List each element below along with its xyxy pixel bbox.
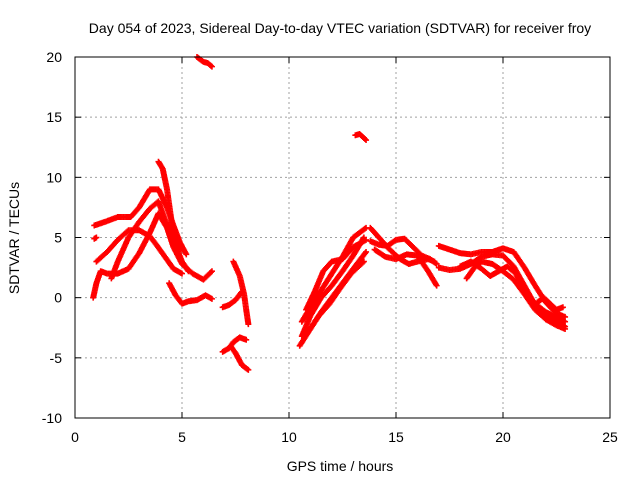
series-track-l xyxy=(228,344,252,373)
series-track-y xyxy=(463,258,569,332)
x-tick-label: 25 xyxy=(602,429,618,445)
data-point xyxy=(179,246,185,253)
data-point xyxy=(178,245,185,252)
x-axis-label: GPS time / hours xyxy=(287,458,394,474)
y-axis-label: SDTVAR / TECUs xyxy=(6,182,22,294)
series-track-e xyxy=(155,158,185,253)
data-point xyxy=(244,366,251,373)
data-point xyxy=(245,321,252,328)
data-point xyxy=(363,248,370,255)
series-track-u xyxy=(371,246,440,289)
data-point xyxy=(360,234,367,241)
data-point xyxy=(207,62,214,69)
data-point xyxy=(559,304,566,311)
y-tick-label: 20 xyxy=(46,49,62,65)
y-tick-label: 10 xyxy=(46,169,62,185)
x-tick-label: 20 xyxy=(495,429,511,445)
y-tick-label: 5 xyxy=(54,230,62,246)
data-point xyxy=(433,282,440,289)
axis-ticks: 0 5 10 15 20 25 -10 -5 0 5 10 15 20 xyxy=(42,49,618,445)
data-point xyxy=(179,270,185,277)
series-track-z xyxy=(534,294,566,313)
plot-frame xyxy=(74,56,611,419)
series-track-f xyxy=(91,234,100,242)
series-track-a xyxy=(90,210,215,301)
y-tick-label: -10 xyxy=(42,410,62,426)
data-point xyxy=(208,295,215,302)
x-tick-label: 15 xyxy=(388,429,404,445)
data-point xyxy=(562,318,569,325)
series-track-q xyxy=(305,258,367,335)
series-track-n xyxy=(298,224,370,325)
data-point xyxy=(208,268,215,275)
series-track-v xyxy=(435,251,569,330)
data-point xyxy=(207,269,214,276)
y-tick-label: 0 xyxy=(54,290,62,306)
data-point xyxy=(361,136,368,143)
series-track-j xyxy=(230,258,252,328)
plot-area xyxy=(90,54,569,373)
data-point xyxy=(562,325,569,332)
series-track-i xyxy=(219,288,245,311)
x-tick-label: 5 xyxy=(178,429,186,445)
series-track-h xyxy=(193,54,215,70)
chart-title: Day 054 of 2023, Sidereal Day-to-day VTE… xyxy=(89,20,591,36)
data-point xyxy=(243,336,250,343)
x-tick-label: 10 xyxy=(281,429,297,445)
y-tick-label: 15 xyxy=(46,109,62,125)
data-point xyxy=(93,234,100,241)
x-tick-label: 0 xyxy=(71,429,79,445)
series-track-p xyxy=(298,234,367,340)
grid xyxy=(75,57,610,418)
data-point xyxy=(363,137,370,144)
data-point xyxy=(361,225,368,232)
series-track-g xyxy=(166,280,215,307)
data-point xyxy=(360,258,367,265)
data-point xyxy=(185,268,192,275)
data-point xyxy=(245,366,252,373)
series-track-r xyxy=(352,131,370,144)
series-track-d xyxy=(93,227,185,277)
data-point xyxy=(359,259,366,266)
data-point xyxy=(208,63,215,70)
series-track-k xyxy=(219,334,250,355)
data-point xyxy=(183,251,190,258)
data-point xyxy=(432,260,439,267)
data-point xyxy=(433,260,440,267)
y-tick-label: -5 xyxy=(50,350,63,366)
